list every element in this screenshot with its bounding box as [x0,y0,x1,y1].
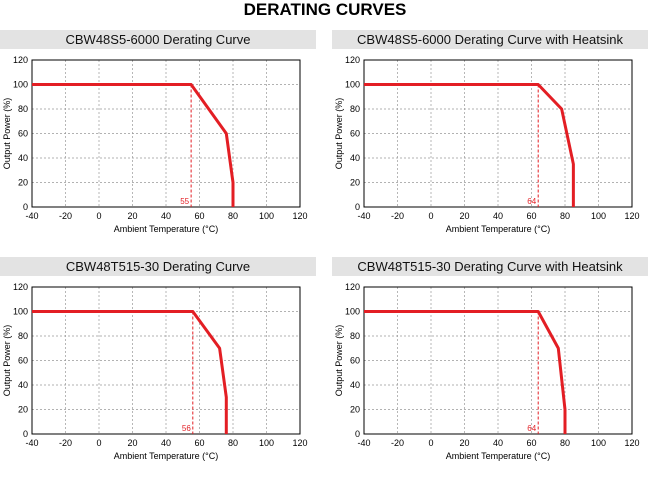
y-tick-label: 20 [350,178,360,188]
x-tick-label: 100 [591,211,606,221]
chart-title: CBW48S5-6000 Derating Curve with Heatsin… [332,30,648,49]
y-axis-label: Output Power (%) [334,98,344,170]
x-tick-label: 80 [228,211,238,221]
x-tick-label: 100 [591,438,606,448]
y-tick-label: 80 [18,331,28,341]
x-tick-label: 0 [96,438,101,448]
derating-plot-1: -40 -20 0 20 40 60 80 100 120 0 20 40 60 80 100 120 Ambi… [2,55,308,234]
y-tick-label: 120 [345,55,360,65]
derating-curve [32,83,235,207]
x-tick-label: 80 [228,438,238,448]
derating-plot-4: -40 -20 0 20 40 60 80 100 120 0 20 40 60 80 100 120 Ambi… [334,282,640,461]
y-tick-label: 100 [13,80,28,90]
y-tick-label: 100 [345,307,360,317]
plot-frame [363,59,633,208]
x-tick-label: 20 [459,438,469,448]
x-tick-label: 40 [161,438,171,448]
y-tick-label: 40 [350,153,360,163]
x-tick-label: 20 [459,211,469,221]
y-tick-label: 40 [350,380,360,390]
derating-plot-2: -40 -20 0 20 40 60 80 100 120 0 20 40 60 80 100 120 Ambi… [334,55,640,234]
x-axis-label: Ambient Temperature (°C) [446,224,550,234]
x-tick-label: -20 [391,211,404,221]
derating-marker-label: 64 [527,424,536,433]
y-axis-label: Output Power (%) [334,325,344,397]
x-tick-label: 100 [259,438,274,448]
x-tick-label: -20 [391,438,404,448]
x-tick-label: 60 [194,438,204,448]
x-tick-label: 80 [560,438,570,448]
y-tick-label: 80 [350,104,360,114]
y-tick-label: 100 [345,80,360,90]
chart-title: CBW48T515-30 Derating Curve with Heatsin… [332,257,648,276]
y-tick-label: 100 [13,307,28,317]
plot-frame [31,59,301,208]
y-tick-label: 20 [18,405,28,415]
y-tick-label: 60 [350,356,360,366]
derating-curve [364,83,575,207]
plot-frame [363,286,633,435]
page-title: DERATING CURVES [243,0,407,19]
y-tick-label: 80 [350,331,360,341]
x-tick-label: 60 [526,438,536,448]
derating-curve [32,310,228,434]
x-tick-label: -40 [25,438,38,448]
chart-title: CBW48S5-6000 Derating Curve [0,30,316,49]
x-tick-label: 100 [259,211,274,221]
x-tick-label: 0 [428,438,433,448]
y-tick-label: 0 [23,202,28,212]
x-tick-label: 120 [624,438,639,448]
x-tick-label: 80 [560,211,570,221]
x-axis-label: Ambient Temperature (°C) [114,451,218,461]
y-tick-label: 80 [18,104,28,114]
plot-frame [31,286,301,435]
x-tick-label: 120 [624,211,639,221]
y-tick-label: 120 [345,282,360,292]
derating-marker-label: 55 [180,197,189,206]
y-tick-label: 120 [13,282,28,292]
derating-curve [364,310,567,434]
x-tick-label: -40 [357,211,370,221]
x-tick-label: -20 [59,211,72,221]
x-tick-label: 120 [292,438,307,448]
chart-title: CBW48T515-30 Derating Curve [0,257,316,276]
x-tick-label: 40 [161,211,171,221]
y-axis-label: Output Power (%) [2,98,12,170]
x-tick-label: 60 [194,211,204,221]
y-axis-label: Output Power (%) [2,325,12,397]
y-tick-label: 0 [355,429,360,439]
y-tick-label: 40 [18,153,28,163]
derating-marker-label: 56 [182,424,191,433]
x-tick-label: 20 [127,438,137,448]
y-tick-label: 20 [18,178,28,188]
y-tick-label: 20 [350,405,360,415]
derating-marker-label: 64 [527,197,536,206]
x-tick-label: 60 [526,211,536,221]
y-tick-label: 60 [18,129,28,139]
y-tick-label: 60 [18,356,28,366]
y-tick-label: 0 [355,202,360,212]
x-tick-label: 0 [96,211,101,221]
y-tick-label: 0 [23,429,28,439]
y-tick-label: 120 [13,55,28,65]
derating-plot-3: -40 -20 0 20 40 60 80 100 120 0 20 40 60 80 100 120 Ambi… [2,282,308,461]
y-tick-label: 60 [350,129,360,139]
x-tick-label: 40 [493,211,503,221]
x-axis-label: Ambient Temperature (°C) [446,451,550,461]
x-tick-label: 0 [428,211,433,221]
x-tick-label: -40 [357,438,370,448]
x-tick-label: 120 [292,211,307,221]
x-tick-label: -20 [59,438,72,448]
x-tick-label: 20 [127,211,137,221]
x-tick-label: -40 [25,211,38,221]
x-axis-label: Ambient Temperature (°C) [114,224,218,234]
y-tick-label: 40 [18,380,28,390]
x-tick-label: 40 [493,438,503,448]
